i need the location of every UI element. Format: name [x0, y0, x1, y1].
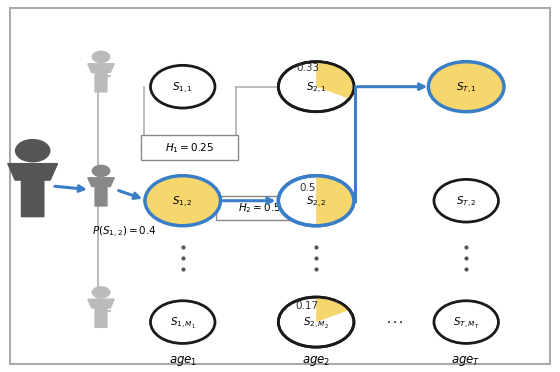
- Circle shape: [92, 51, 110, 63]
- Text: $H_1 = 0.25$: $H_1 = 0.25$: [165, 141, 214, 155]
- Text: $S_{1,1}$: $S_{1,1}$: [172, 81, 193, 96]
- Text: $age_T$: $age_T$: [451, 354, 481, 368]
- Circle shape: [15, 139, 50, 163]
- FancyBboxPatch shape: [216, 196, 304, 220]
- Text: $S_{T,M_T}$: $S_{T,M_T}$: [453, 316, 479, 331]
- Text: $S_{2,2}$: $S_{2,2}$: [306, 195, 326, 210]
- Circle shape: [151, 65, 215, 108]
- Circle shape: [145, 176, 221, 226]
- Polygon shape: [88, 178, 114, 206]
- Polygon shape: [88, 299, 114, 327]
- Circle shape: [92, 165, 110, 177]
- Text: $P(S_{1,2}) = 0.4$: $P(S_{1,2}) = 0.4$: [92, 224, 157, 240]
- Circle shape: [434, 301, 498, 343]
- Text: $H_2 = 0.5$: $H_2 = 0.5$: [239, 201, 282, 215]
- Circle shape: [151, 301, 215, 343]
- Text: 0.33: 0.33: [296, 63, 319, 73]
- FancyBboxPatch shape: [11, 7, 549, 365]
- Circle shape: [278, 176, 354, 226]
- Text: $S_{T,2}$: $S_{T,2}$: [456, 195, 477, 210]
- Polygon shape: [88, 64, 114, 92]
- Wedge shape: [316, 176, 354, 226]
- Text: $S_{T,1}$: $S_{T,1}$: [456, 81, 477, 96]
- Text: 0.17: 0.17: [296, 301, 319, 311]
- Text: $age_2$: $age_2$: [302, 354, 330, 368]
- Text: $S_{1,2}$: $S_{1,2}$: [172, 195, 193, 210]
- Circle shape: [434, 179, 498, 222]
- Wedge shape: [316, 62, 354, 99]
- Text: $\cdots$: $\cdots$: [385, 313, 403, 331]
- Wedge shape: [316, 297, 349, 322]
- Circle shape: [428, 62, 504, 112]
- Text: $S_{1,M_1}$: $S_{1,M_1}$: [170, 316, 196, 331]
- Text: $age_1$: $age_1$: [169, 354, 197, 368]
- Circle shape: [278, 62, 354, 112]
- Text: $S_{2,M_2}$: $S_{2,M_2}$: [303, 316, 329, 331]
- Circle shape: [278, 297, 354, 347]
- Polygon shape: [8, 164, 58, 217]
- Circle shape: [92, 286, 110, 299]
- Text: $S_{2,1}$: $S_{2,1}$: [306, 81, 326, 96]
- Text: 0.5: 0.5: [299, 183, 315, 193]
- FancyBboxPatch shape: [141, 135, 239, 160]
